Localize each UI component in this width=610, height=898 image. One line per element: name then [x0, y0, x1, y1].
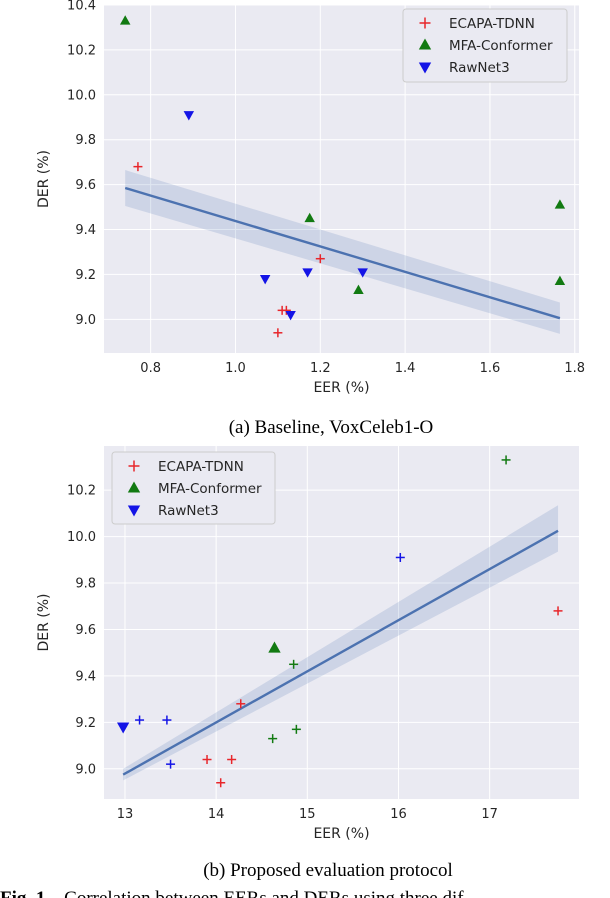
y-tick-label: 9.4 [75, 669, 96, 684]
y-tick-label: 9.6 [75, 178, 96, 193]
legend-marker [419, 17, 431, 29]
x-tick-label: 1.6 [480, 361, 501, 376]
chart-proposed: 13 14 15 16 17 9.0 9.2 9.4 9.6 9.8 10.0 10.2 EER (%)… [36, 446, 579, 842]
y-tick-label: 10.2 [67, 43, 96, 58]
data-point [166, 759, 176, 769]
legend-marker [418, 38, 432, 50]
x-tick-label: 1.2 [310, 361, 331, 376]
y-tick-label: 10.4 [67, 0, 96, 14]
data-point-rawnet3 [116, 722, 130, 734]
y-axis-label: DER (%) [36, 593, 52, 651]
x-axis-label: EER (%) [313, 826, 369, 842]
data-point [135, 715, 145, 725]
x-tick-label: 0.8 [140, 361, 161, 376]
legend: ECAPA-TDNN MFA-Conformer RawNet3 [111, 451, 276, 525]
y-tick-label: 9.6 [75, 623, 96, 638]
legend-marker [418, 62, 432, 74]
y-tick-label: 9.2 [75, 716, 96, 731]
y-axis-label: DER (%) [36, 150, 52, 208]
x-tick-label: 16 [390, 807, 407, 822]
y-tick-label: 9.4 [75, 223, 96, 238]
y-tick-label: 9.0 [75, 313, 96, 328]
data-point-rawnet3 [302, 268, 313, 278]
data-point [162, 715, 172, 725]
confidence-band [123, 505, 559, 781]
figure-caption: Fig. 1 Correlation between EERs and DERs… [0, 888, 464, 898]
y-tick-label: 10.0 [67, 88, 96, 103]
y-tick-label: 9.8 [75, 133, 96, 148]
data-point-rawnet3 [259, 275, 271, 285]
data-point-rawnet3 [357, 268, 368, 278]
legend-marker [127, 505, 141, 517]
data-point [289, 659, 299, 669]
x-tick-label: 15 [299, 807, 316, 822]
legend-marker [127, 481, 141, 493]
x-tick-label: 14 [208, 807, 225, 822]
data-point [501, 455, 511, 465]
legend-label: MFA-Conformer [158, 481, 262, 497]
data-point-mfa-conformer [304, 212, 315, 223]
figure-caption-text: Correlation between EERs and DERs using … [64, 888, 464, 898]
legend-marker [128, 460, 140, 472]
data-point-ecapa-tdnn [216, 778, 226, 788]
y-tick-label: 9.8 [75, 577, 96, 592]
data-point [395, 552, 405, 562]
data-point-mfa-conformer [554, 199, 566, 209]
y-tick-label: 10.2 [67, 484, 96, 499]
data-point-rawnet3 [183, 111, 195, 121]
x-tick-label: 1.8 [564, 361, 585, 376]
legend-label: RawNet3 [158, 503, 219, 519]
data-point [291, 724, 301, 734]
caption-a: (a) Baseline, VoxCeleb1-O [229, 417, 434, 438]
x-tick-label: 13 [117, 807, 134, 822]
figure-caption-label: Fig. 1 [0, 888, 45, 898]
caption-b: (b) Proposed evaluation protocol [203, 860, 453, 881]
legend: ECAPA-TDNN MFA-Conformer RawNet3 [402, 8, 568, 83]
data-point-mfa-conformer [119, 15, 131, 25]
y-tick-label: 10.0 [67, 530, 96, 545]
data-point-ecapa-tdnn [281, 305, 291, 315]
y-tick-label: 9.2 [75, 268, 96, 283]
x-tick-label: 1.0 [225, 361, 246, 376]
data-point-ecapa-tdnn [227, 755, 237, 765]
data-point-rawnet3 [285, 310, 296, 321]
data-point-ecapa-tdnn [273, 328, 283, 338]
x-axis-label: EER (%) [313, 380, 369, 396]
x-tick-label: 1.4 [395, 361, 416, 376]
data-point-mfa-conformer [268, 641, 281, 653]
regression-line [124, 186, 561, 320]
data-point [268, 734, 278, 744]
chart-baseline: 0.8 1.0 1.2 1.4 1.6 1.8 9.0 9.2 9.4 9.6 9.8 10.0 10.… [36, 0, 585, 396]
legend-label: ECAPA-TDNN [158, 459, 244, 475]
legend-label: MFA-Conformer [449, 38, 553, 54]
data-point-ecapa-tdnn [236, 699, 246, 709]
data-point-mfa-conformer [353, 284, 364, 294]
data-point-ecapa-tdnn [133, 162, 143, 172]
y-tick-label: 9.0 [75, 762, 96, 777]
data-point-ecapa-tdnn [202, 755, 212, 765]
regression-line [122, 529, 559, 776]
data-point-ecapa-tdnn [553, 606, 563, 616]
legend-label: RawNet3 [449, 60, 510, 76]
data-point-mfa-conformer [554, 275, 566, 286]
legend-label: ECAPA-TDNN [449, 16, 535, 32]
x-tick-label: 17 [481, 807, 498, 822]
data-point-ecapa-tdnn [315, 254, 325, 264]
